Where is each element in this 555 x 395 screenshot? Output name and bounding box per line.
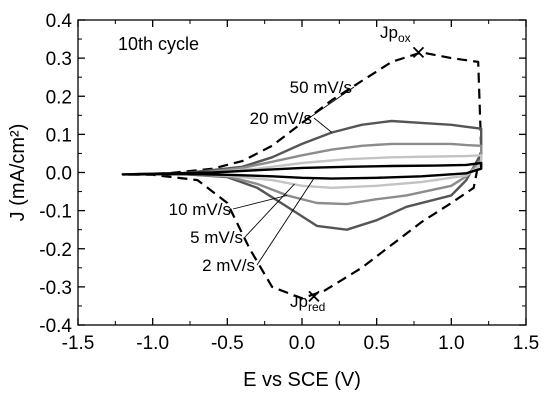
annotation-leader-2 bbox=[232, 194, 288, 210]
peak-marker-0-b bbox=[412, 46, 425, 59]
y-tick-labels: -0.4 -0.3 -0.2 -0.1 0.0 0.1 0.2 0.3 0.4 bbox=[39, 11, 72, 337]
peak-markers bbox=[308, 46, 425, 303]
marker-label-jpox: Jpox bbox=[380, 23, 411, 45]
series-line-10-mv-s bbox=[121, 142, 483, 206]
x-tick-label-3: 0.0 bbox=[289, 333, 315, 354]
y-tick-label-8: 0.4 bbox=[46, 11, 73, 32]
marker-label-jpox-sub: ox bbox=[398, 31, 411, 45]
marker-label-jpred-sub: red bbox=[308, 300, 325, 314]
panel-label: 10th cycle bbox=[118, 34, 199, 54]
x-tick-label-0: -1.5 bbox=[62, 333, 95, 354]
y-tick-label-6: 0.2 bbox=[46, 87, 72, 108]
annotation-label-10: 10 mV/s bbox=[169, 200, 231, 219]
series-line-20-mv-s bbox=[121, 119, 483, 231]
series-group bbox=[121, 51, 483, 300]
y-tick-label-3: -0.1 bbox=[39, 202, 72, 223]
annotation-leaders bbox=[232, 86, 355, 266]
axis-ticks bbox=[77, 19, 527, 326]
plot-frame bbox=[77, 19, 527, 326]
series-line-2-mv-s bbox=[121, 161, 483, 180]
marker-label-jpred-main: Jp bbox=[290, 292, 308, 311]
y-tick-label-1: -0.3 bbox=[39, 278, 72, 299]
x-tick-label-4: 0.5 bbox=[363, 333, 389, 354]
y-tick-label-7: 0.3 bbox=[46, 49, 72, 70]
marker-label-jpox-main: Jp bbox=[380, 23, 398, 42]
y-tick-label-0: -0.4 bbox=[39, 316, 72, 337]
y-tick-label-5: 0.1 bbox=[46, 125, 72, 146]
y-tick-label-4: 0.0 bbox=[46, 164, 72, 185]
y-axis-title: J (mA/cm²) bbox=[7, 124, 29, 222]
x-axis-title: E vs SCE (V) bbox=[243, 369, 361, 391]
marker-label-jpred: Jpred bbox=[290, 292, 325, 314]
annotation-leader-3 bbox=[244, 183, 295, 238]
x-tick-label-5: 1.0 bbox=[438, 333, 464, 354]
x-tick-labels: -1.5 -1.0 -0.5 0.0 0.5 1.0 1.5 bbox=[62, 333, 540, 354]
x-tick-label-2: -0.5 bbox=[211, 333, 244, 354]
annotation-leader-0 bbox=[301, 86, 355, 124]
peak-marker-1-b bbox=[308, 290, 320, 303]
annotation-label-5: 5 mV/s bbox=[190, 228, 243, 247]
annotation-label-20: 20 mV/s bbox=[250, 109, 312, 128]
x-tick-label-1: -1.0 bbox=[136, 333, 169, 354]
annotation-label-50: 50 mV/s bbox=[290, 78, 352, 97]
annotation-leader-4 bbox=[256, 177, 315, 266]
annotation-label-2: 2 mV/s bbox=[202, 256, 255, 275]
y-tick-label-2: -0.2 bbox=[39, 240, 72, 261]
annotation-leader-1 bbox=[313, 117, 333, 133]
x-tick-label-6: 1.5 bbox=[513, 333, 539, 354]
